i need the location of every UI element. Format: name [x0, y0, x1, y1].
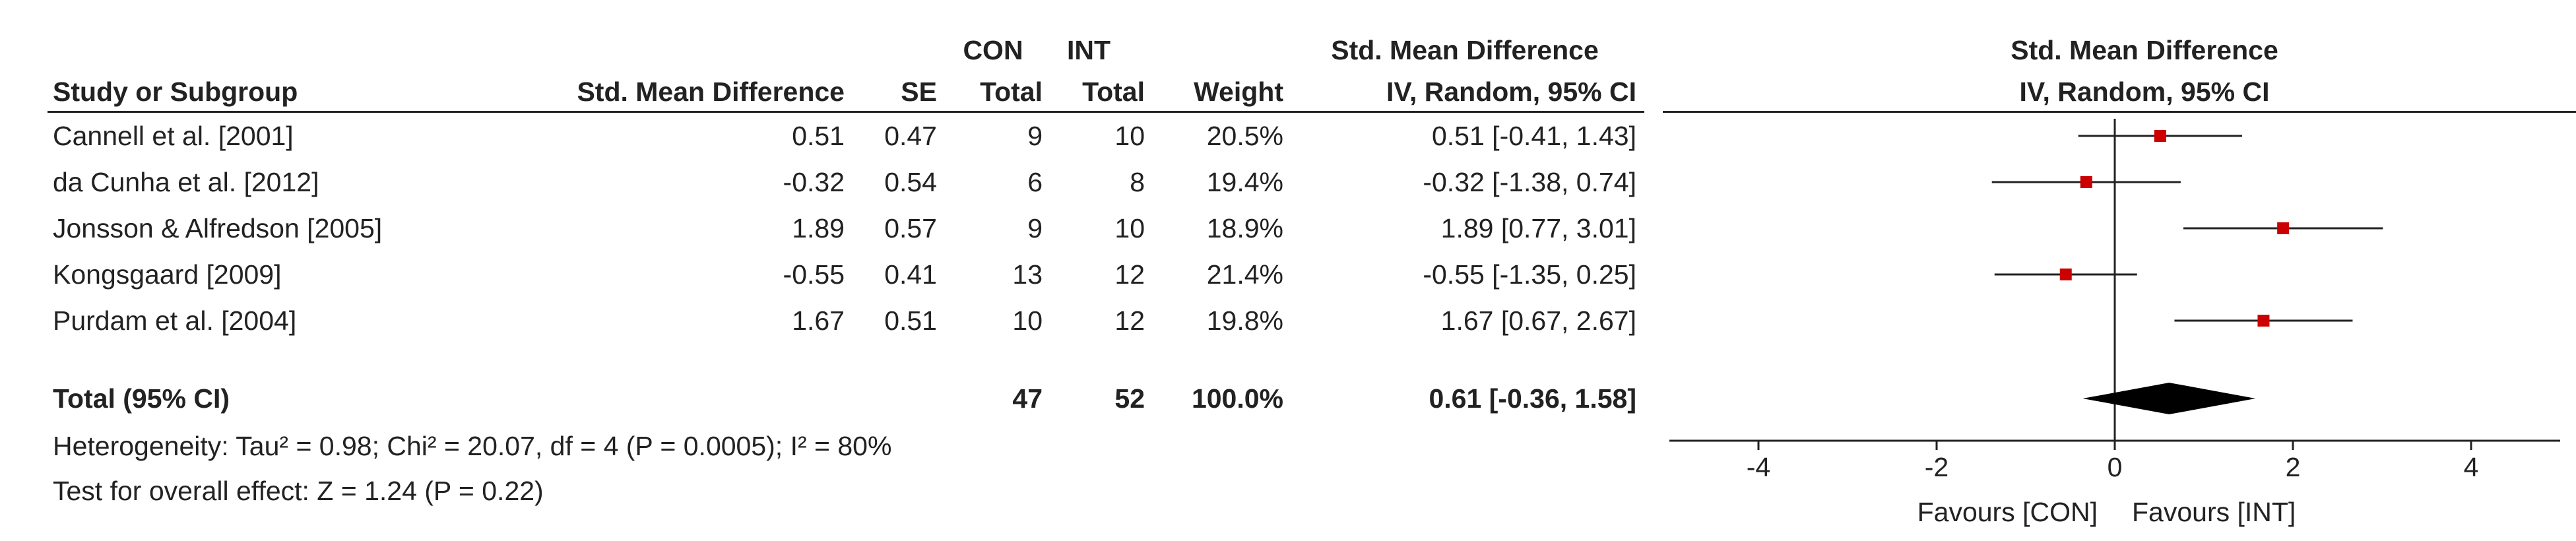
- study-weight: 21.4%: [1206, 259, 1283, 290]
- study-se: 0.51: [884, 305, 937, 336]
- study-se: 0.54: [884, 167, 937, 197]
- header-rule-right: [1663, 111, 2576, 113]
- study-con-total: 9: [1027, 121, 1043, 151]
- study-ci: -0.32 [-1.38, 0.74]: [1423, 167, 1636, 197]
- header-ci-title: Std. Mean Difference: [1331, 35, 1599, 65]
- x-axis-tick-label: 2: [2286, 452, 2301, 482]
- study-smd: -0.55: [783, 259, 845, 290]
- header-ci: IV, Random, 95% CI: [1386, 77, 1636, 107]
- study-name: Purdam et al. [2004]: [53, 305, 297, 336]
- overall-effect-text: Test for overall effect: Z = 1.24 (P = 0…: [53, 476, 544, 506]
- study-se: 0.57: [884, 213, 937, 243]
- header-study: Study or Subgroup: [53, 77, 298, 107]
- study-se: 0.41: [884, 259, 937, 290]
- study-con-total: 6: [1027, 167, 1043, 197]
- pooled-diamond: [2082, 383, 2256, 414]
- study-ci: -0.55 [-1.35, 0.25]: [1423, 259, 1636, 290]
- favours-right-label: Favours [INT]: [2132, 497, 2296, 527]
- study-weight: 20.5%: [1206, 121, 1283, 151]
- header-int: INT: [1066, 35, 1111, 65]
- heterogeneity-text: Heterogeneity: Tau² = 0.98; Chi² = 20.07…: [53, 431, 892, 461]
- study-point-marker: [2277, 222, 2290, 234]
- total-ci: 0.61 [-0.36, 1.58]: [1429, 383, 1636, 414]
- header-se: SE: [901, 77, 937, 107]
- study-ci: 1.67 [0.67, 2.67]: [1440, 305, 1636, 336]
- study-point-marker: [2257, 315, 2270, 327]
- study-smd: 1.67: [792, 305, 845, 336]
- study-int-total: 12: [1114, 259, 1145, 290]
- study-name: Cannell et al. [2001]: [53, 121, 294, 151]
- study-name: Jonsson & Alfredson [2005]: [53, 213, 383, 243]
- study-con-total: 9: [1027, 213, 1043, 243]
- x-axis-tick-label: 4: [2464, 452, 2479, 482]
- study-weight: 19.8%: [1206, 305, 1283, 336]
- study-con-total: 10: [1012, 305, 1043, 336]
- header-con: CON: [963, 35, 1023, 65]
- header-plot: IV, Random, 95% CI: [2019, 77, 2270, 107]
- header-con-total: Total: [980, 77, 1043, 107]
- study-weight: 18.9%: [1206, 213, 1283, 243]
- study-con-total: 13: [1012, 259, 1043, 290]
- total-con: 47: [1012, 383, 1043, 414]
- study-ci: 1.89 [0.77, 3.01]: [1440, 213, 1636, 243]
- study-smd: 0.51: [792, 121, 845, 151]
- study-weight: 19.4%: [1206, 167, 1283, 197]
- study-smd: 1.89: [792, 213, 845, 243]
- study-int-total: 12: [1114, 305, 1145, 336]
- total-weight: 100.0%: [1191, 383, 1283, 414]
- study-ci: 0.51 [-0.41, 1.43]: [1431, 121, 1636, 151]
- header-plot-title: Std. Mean Difference: [2011, 35, 2278, 65]
- x-axis-tick-label: -2: [1925, 452, 1948, 482]
- study-point-marker: [2154, 130, 2166, 142]
- study-int-total: 10: [1114, 121, 1145, 151]
- x-axis-tick-label: -4: [1747, 452, 1770, 482]
- header-int-total: Total: [1082, 77, 1145, 107]
- study-int-total: 10: [1114, 213, 1145, 243]
- total-int: 52: [1114, 383, 1145, 414]
- header-smd: Std. Mean Difference: [577, 77, 845, 107]
- favours-left-label: Favours [CON]: [1917, 497, 2098, 527]
- study-smd: -0.32: [783, 167, 845, 197]
- study-point-marker: [2059, 269, 2072, 280]
- study-int-total: 8: [1130, 167, 1145, 197]
- study-se: 0.47: [884, 121, 937, 151]
- study-point-marker: [2080, 176, 2092, 188]
- total-label: Total (95% CI): [53, 383, 230, 414]
- study-name: Kongsgaard [2009]: [53, 259, 282, 290]
- header-weight: Weight: [1194, 77, 1283, 107]
- study-name: da Cunha et al. [2012]: [53, 167, 319, 197]
- x-axis-tick-label: 0: [2108, 452, 2123, 482]
- header-rule-left: [48, 111, 1644, 113]
